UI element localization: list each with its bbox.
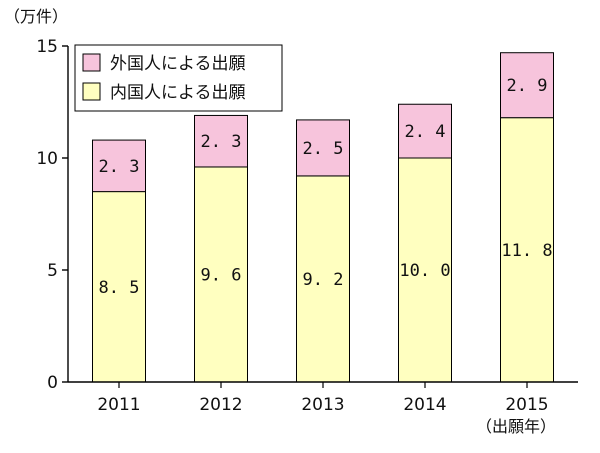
data-label: 8. 5: [99, 278, 140, 298]
y-tick-label: 0: [47, 373, 58, 393]
data-label: 2. 5: [303, 139, 344, 159]
legend-swatch-foreign: [83, 54, 100, 71]
legend-label-domestic: 内国人による出願: [110, 83, 246, 103]
data-label: 11. 8: [501, 241, 552, 261]
x-tick-label: 2014: [403, 395, 446, 415]
x-tick-label: 2012: [199, 395, 242, 415]
legend: 外国人による出願 内国人による出願: [75, 45, 282, 111]
data-label: 9. 2: [303, 270, 344, 290]
x-tick-label: 2015: [505, 395, 548, 415]
data-label: 2. 3: [99, 157, 140, 177]
legend-label-foreign: 外国人による出願: [110, 54, 246, 74]
data-label: 2. 4: [405, 122, 446, 142]
data-label: 2. 9: [507, 76, 548, 96]
data-label: 10. 0: [399, 261, 450, 281]
y-tick-label: 10: [36, 149, 58, 169]
legend-swatch-domestic: [83, 83, 100, 100]
data-label: 9. 6: [201, 265, 242, 285]
y-tick-label: 15: [36, 37, 58, 57]
x-tick-label: 2011: [97, 395, 140, 415]
x-axis-unit-label: （出願年）: [476, 417, 556, 436]
y-tick-label: 5: [47, 261, 58, 281]
x-tick-label: 2013: [301, 395, 344, 415]
y-axis-unit-label: （万件）: [4, 7, 68, 26]
data-label: 2. 3: [201, 132, 242, 152]
